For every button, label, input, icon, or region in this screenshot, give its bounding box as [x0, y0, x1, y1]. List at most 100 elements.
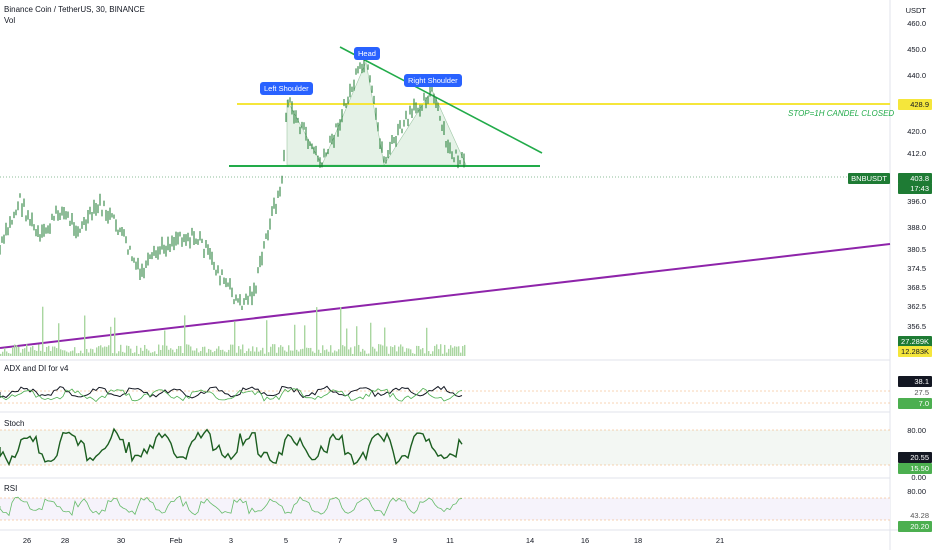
- volume-bar: [316, 307, 318, 356]
- volume-bar: [388, 353, 390, 356]
- rsi-badge-2: 20.20: [898, 521, 932, 532]
- right-shoulder-tag[interactable]: Right Shoulder: [404, 74, 462, 87]
- volume-bar: [282, 346, 284, 356]
- volume-bar: [156, 353, 158, 356]
- chart-title: Binance Coin / TetherUS, 30, BINANCE: [4, 5, 145, 14]
- support-trendline[interactable]: [0, 243, 891, 349]
- volume-bar: [108, 345, 110, 356]
- volume-bar: [234, 321, 236, 356]
- stoch-series: [0, 427, 463, 467]
- volume-bar: [416, 345, 418, 356]
- volume-bar: [390, 346, 392, 356]
- volume-label: Vol: [4, 16, 16, 25]
- time-axis-label: 5: [283, 536, 289, 545]
- volume-bar: [428, 351, 430, 356]
- stoch-band: [0, 430, 890, 465]
- volume-badge: 27.289K: [898, 336, 932, 347]
- volume-bar: [134, 352, 136, 356]
- volume-bar: [458, 346, 460, 356]
- volume-bar: [236, 352, 238, 356]
- volume-bar: [284, 350, 286, 356]
- volume-bar: [290, 350, 292, 356]
- volume-bar: [78, 353, 80, 356]
- volume-bar: [188, 344, 190, 356]
- volume-bar: [146, 348, 148, 356]
- volume-bar: [80, 350, 82, 356]
- head-tag[interactable]: Head: [354, 47, 380, 60]
- volume-bar: [174, 352, 176, 356]
- volume-bar: [292, 350, 294, 356]
- volume-bar: [2, 351, 4, 356]
- volume-bar: [276, 352, 278, 356]
- time-axis-label: 3: [228, 536, 234, 545]
- volume-bar: [202, 346, 204, 356]
- volume-bar: [150, 352, 152, 356]
- stoch-title[interactable]: Stoch: [4, 419, 25, 428]
- volume-bar: [92, 349, 94, 356]
- adx-badge: 38.1: [898, 376, 932, 387]
- volume-bar: [334, 350, 336, 356]
- volume-bar: [154, 351, 156, 356]
- volume-bar: [380, 344, 382, 356]
- price-series: [0, 52, 465, 311]
- price-axis-label: 380.5: [907, 245, 926, 254]
- volume-bar: [372, 346, 374, 356]
- rsi-axis-80: 80.00: [907, 487, 926, 496]
- volume-bar: [288, 345, 290, 356]
- time-axis-label: 16: [580, 536, 590, 545]
- symbol-badge: BNBUSDT: [848, 173, 890, 184]
- volume-bar: [242, 344, 244, 356]
- volume-bar: [342, 345, 344, 356]
- adx-badge-2: 27.5: [898, 387, 932, 398]
- volume-bar: [98, 346, 100, 356]
- volume-bar: [10, 353, 12, 356]
- volume-bar: [114, 317, 116, 356]
- volume-bar: [76, 353, 78, 356]
- volume-bar: [272, 344, 274, 356]
- stoch-k-line: [0, 427, 463, 467]
- stoch-axis-80: 80.00: [907, 426, 926, 435]
- rsi-title[interactable]: RSI: [4, 484, 18, 493]
- volume-bar: [448, 348, 450, 356]
- volume-bar: [394, 345, 396, 356]
- adx-line: [0, 385, 463, 399]
- volume-bar: [352, 353, 354, 356]
- volume-bar: [36, 350, 38, 356]
- volume-bar: [224, 351, 226, 356]
- volume-bar: [414, 353, 416, 356]
- volume-bar: [430, 353, 432, 356]
- volume-bar: [178, 345, 180, 356]
- volume-bar: [286, 351, 288, 356]
- price-axis-label: 374.5: [907, 264, 926, 273]
- price-axis-label: 388.0: [907, 223, 926, 232]
- volume-bar: [308, 347, 310, 356]
- volume-bar: [90, 348, 92, 356]
- descending-trendline[interactable]: [339, 46, 543, 154]
- price-axis-label: 420.0: [907, 127, 926, 136]
- volume-bar: [424, 353, 426, 356]
- volume-bar: [306, 347, 308, 356]
- time-axis-label: 9: [392, 536, 398, 545]
- volume-bar: [100, 345, 102, 356]
- volume-bar: [254, 351, 256, 356]
- volume-bar: [318, 349, 320, 356]
- adx-title[interactable]: ADX and DI for v4: [4, 364, 69, 373]
- volume-bar: [118, 351, 120, 356]
- volume-bar: [384, 327, 386, 356]
- volume-bar: [32, 346, 34, 356]
- price-axis-label: 412.0: [907, 149, 926, 158]
- volume-bar: [84, 315, 86, 356]
- left-shoulder-tag[interactable]: Left Shoulder: [260, 82, 313, 95]
- volume-bar: [148, 350, 150, 356]
- volume-bar: [406, 348, 408, 356]
- volume-bar: [166, 345, 168, 356]
- di-line: [0, 387, 463, 403]
- volume-bar: [136, 345, 138, 356]
- volume-bar: [322, 345, 324, 356]
- volume-bar: [434, 345, 436, 356]
- stop-note: STOP=1H CANDEL CLOSED: [788, 109, 895, 118]
- volume-bar: [86, 348, 88, 356]
- volume-bar: [214, 351, 216, 356]
- price-axis-label: 440.0: [907, 71, 926, 80]
